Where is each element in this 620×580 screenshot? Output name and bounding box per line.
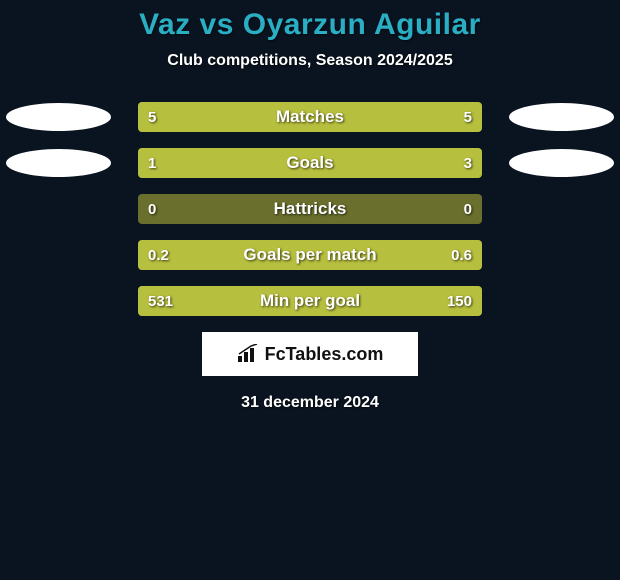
player-left-badge xyxy=(6,149,111,177)
player-right-badge xyxy=(509,103,614,131)
stat-rows: 55Matches 13Goals 00Hattricks 0.20.6Goals p… xyxy=(0,102,620,316)
bar-fill-right xyxy=(406,286,482,316)
stat-row: 00Hattricks xyxy=(0,194,620,224)
bar-chart-icon xyxy=(237,344,259,364)
date-line: 31 december 2024 xyxy=(0,394,620,412)
stat-row: 55Matches xyxy=(0,102,620,132)
bar-fill-right xyxy=(310,102,482,132)
bar-fill-left xyxy=(138,240,214,270)
bar-fill-left xyxy=(138,148,214,178)
stat-bar: 00Hattricks xyxy=(138,194,482,224)
branding-badge: FcTables.com xyxy=(202,332,418,376)
page-subtitle: Club competitions, Season 2024/2025 xyxy=(0,52,620,70)
bar-fill-right xyxy=(214,240,482,270)
stat-bar: 531150Min per goal xyxy=(138,286,482,316)
stat-row: 531150Min per goal xyxy=(0,286,620,316)
bar-fill-left xyxy=(138,102,310,132)
bar-fill-left xyxy=(138,286,406,316)
stat-row: 13Goals xyxy=(0,148,620,178)
player-left-badge xyxy=(6,103,111,131)
stat-row: 0.20.6Goals per match xyxy=(0,240,620,270)
page-title: Vaz vs Oyarzun Aguilar xyxy=(0,8,620,42)
stat-bar: 55Matches xyxy=(138,102,482,132)
bar-fill-right xyxy=(214,148,482,178)
stat-bar: 0.20.6Goals per match xyxy=(138,240,482,270)
branding-text: FcTables.com xyxy=(265,344,384,365)
comparison-card: Vaz vs Oyarzun Aguilar Club competitions… xyxy=(0,0,620,412)
stat-bar: 13Goals xyxy=(138,148,482,178)
player-right-badge xyxy=(509,149,614,177)
bar-base xyxy=(138,194,482,224)
